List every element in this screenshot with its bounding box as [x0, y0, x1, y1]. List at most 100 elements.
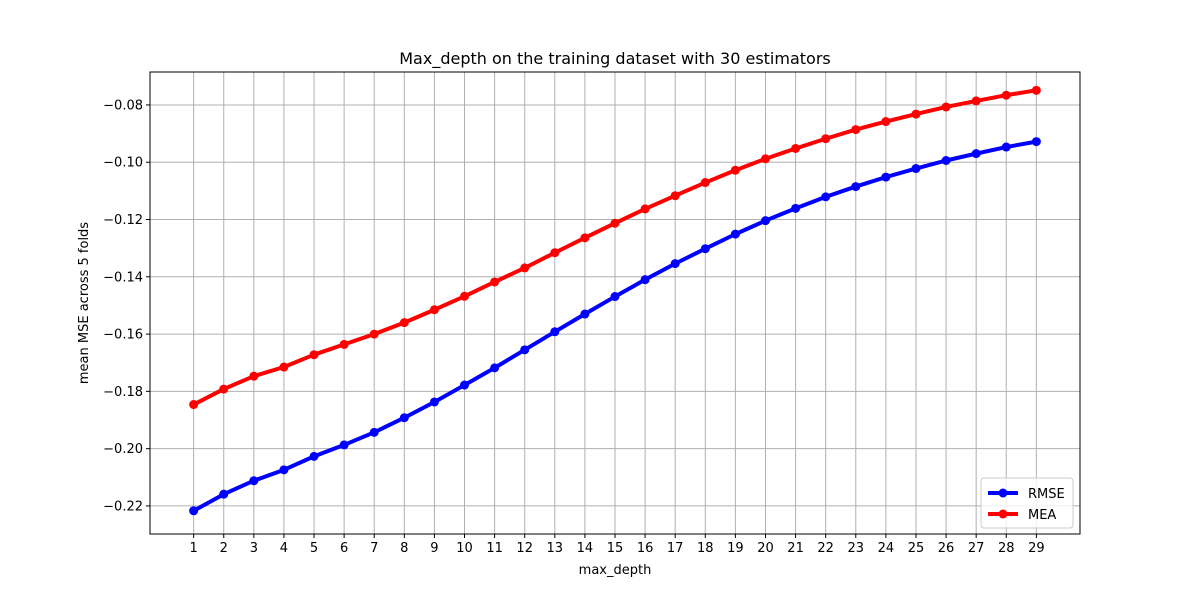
data-point-rmse: [1031, 137, 1041, 147]
x-tick-label: 29: [1028, 541, 1045, 556]
data-point-mea: [520, 263, 530, 273]
data-point-mea: [1031, 85, 1041, 95]
data-point-rmse: [219, 489, 229, 499]
data-point-mea: [429, 305, 439, 315]
y-tick-label: −0.22: [103, 499, 143, 514]
data-point-rmse: [911, 164, 921, 174]
data-point-rmse: [1001, 142, 1011, 152]
x-tick-label: 4: [280, 541, 288, 556]
data-point-mea: [550, 248, 560, 258]
series-rmse: [189, 137, 1041, 516]
data-point-rmse: [791, 203, 801, 213]
x-tick-label: 2: [220, 541, 228, 556]
data-point-rmse: [730, 229, 740, 239]
x-tick-label: 5: [310, 541, 318, 556]
x-tick-label: 19: [727, 541, 744, 556]
data-point-mea: [189, 400, 199, 410]
data-point-mea: [971, 96, 981, 106]
data-point-mea: [309, 350, 319, 360]
legend-marker-rmse: [998, 488, 1008, 498]
data-point-mea: [881, 117, 891, 127]
x-tick-label: 23: [848, 541, 865, 556]
y-tick-label: −0.20: [103, 442, 143, 457]
data-point-mea: [670, 191, 680, 201]
legend: RMSE MEA: [980, 477, 1074, 529]
x-tick-label: 12: [516, 541, 533, 556]
x-tick-label: 25: [908, 541, 925, 556]
data-point-rmse: [610, 292, 620, 302]
data-point-mea: [760, 154, 770, 164]
data-point-rmse: [339, 440, 349, 450]
x-tick-label: 18: [697, 541, 714, 556]
data-point-rmse: [399, 413, 409, 423]
data-point-rmse: [760, 216, 770, 226]
legend-label-rmse: RMSE: [1028, 487, 1065, 502]
data-point-rmse: [941, 156, 951, 166]
data-point-mea: [339, 339, 349, 349]
data-point-mea: [279, 362, 289, 372]
data-point-mea: [399, 318, 409, 328]
x-tick-label: 24: [878, 541, 895, 556]
y-tick-label: −0.10: [103, 156, 143, 171]
x-tick-label: 9: [430, 541, 438, 556]
x-tick-label: 13: [547, 541, 564, 556]
legend-marker-mea: [998, 509, 1008, 519]
data-point-mea: [730, 165, 740, 175]
data-point-rmse: [971, 149, 981, 159]
y-axis: −0.22 −0.20 −0.18 −0.16 −0.14 −0.12 −0.10 −0.08: [103, 98, 150, 514]
x-tick-label: 15: [607, 541, 624, 556]
data-point-mea: [700, 178, 710, 188]
series-mea: [189, 85, 1041, 410]
data-point-rmse: [309, 451, 319, 461]
data-point-mea: [249, 371, 259, 381]
x-tick-label: 26: [938, 541, 955, 556]
data-point-rmse: [550, 327, 560, 337]
data-point-rmse: [490, 363, 500, 373]
data-point-mea: [580, 233, 590, 243]
x-tick-label: 8: [400, 541, 408, 556]
x-tick-label: 21: [787, 541, 804, 556]
y-tick-label: −0.16: [103, 328, 143, 343]
y-axis-title: mean MSE across 5 folds: [77, 222, 92, 384]
data-point-rmse: [881, 172, 891, 182]
data-point-mea: [460, 291, 470, 301]
data-point-rmse: [520, 345, 530, 355]
x-tick-label: 28: [998, 541, 1015, 556]
x-tick-label: 7: [370, 541, 378, 556]
x-axis-title: max_depth: [579, 563, 652, 578]
grid: [150, 72, 1080, 534]
data-point-rmse: [821, 192, 831, 202]
data-point-mea: [640, 204, 650, 214]
data-point-mea: [851, 125, 861, 135]
x-tick-label: 16: [637, 541, 654, 556]
x-tick-label: 27: [968, 541, 985, 556]
data-point-rmse: [580, 309, 590, 319]
data-point-rmse: [189, 506, 199, 516]
x-tick-label: 20: [757, 541, 774, 556]
data-point-rmse: [670, 259, 680, 269]
chart-title: Max_depth on the training dataset with 3…: [399, 49, 830, 69]
data-point-rmse: [249, 476, 259, 486]
y-tick-label: −0.14: [103, 270, 143, 285]
data-point-mea: [219, 384, 229, 394]
legend-label-mea: MEA: [1028, 508, 1056, 523]
data-point-rmse: [429, 397, 439, 407]
data-point-mea: [941, 102, 951, 112]
data-point-mea: [369, 329, 379, 339]
data-point-rmse: [640, 275, 650, 285]
x-tick-label: 22: [817, 541, 834, 556]
data-point-rmse: [851, 182, 861, 192]
y-tick-label: −0.12: [103, 213, 143, 228]
legend-box: [980, 477, 1074, 529]
x-tick-label: 10: [456, 541, 473, 556]
x-tick-label: 17: [667, 541, 684, 556]
y-tick-label: −0.18: [103, 385, 143, 400]
x-axis: 1 2 3 4 5 6 7 8 9 10 11 12 13 14 15 16 17 18 19 20 21 22 23 24 2…: [190, 534, 1045, 556]
x-tick-label: 3: [250, 541, 258, 556]
data-point-mea: [821, 134, 831, 144]
data-point-rmse: [460, 380, 470, 390]
data-point-rmse: [369, 427, 379, 437]
y-tick-label: −0.08: [103, 98, 143, 113]
x-tick-label: 6: [340, 541, 348, 556]
